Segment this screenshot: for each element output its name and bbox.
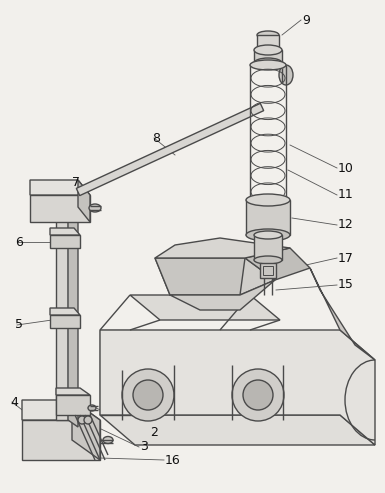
Ellipse shape: [254, 231, 282, 239]
Polygon shape: [155, 238, 290, 258]
Ellipse shape: [254, 45, 282, 55]
Polygon shape: [50, 235, 80, 248]
Ellipse shape: [122, 369, 174, 421]
Text: 7: 7: [72, 176, 80, 188]
Polygon shape: [254, 50, 282, 63]
Polygon shape: [170, 280, 275, 310]
Text: 9: 9: [302, 13, 310, 27]
Polygon shape: [257, 35, 279, 50]
Text: 5: 5: [15, 318, 23, 331]
Polygon shape: [50, 315, 80, 328]
Ellipse shape: [246, 229, 290, 241]
Text: 15: 15: [338, 279, 354, 291]
Polygon shape: [130, 295, 280, 320]
Polygon shape: [245, 248, 310, 280]
Text: 10: 10: [338, 162, 354, 175]
Polygon shape: [254, 235, 282, 260]
Ellipse shape: [254, 58, 282, 68]
Ellipse shape: [78, 416, 86, 424]
Ellipse shape: [84, 416, 92, 424]
Ellipse shape: [243, 380, 273, 410]
Polygon shape: [68, 195, 78, 427]
Text: 6: 6: [15, 236, 23, 248]
Polygon shape: [72, 400, 100, 460]
Text: 4: 4: [10, 395, 18, 409]
Polygon shape: [22, 400, 100, 420]
Ellipse shape: [133, 380, 163, 410]
Ellipse shape: [103, 436, 113, 444]
Ellipse shape: [250, 60, 286, 70]
Polygon shape: [22, 420, 100, 460]
Ellipse shape: [246, 194, 290, 206]
Text: 8: 8: [152, 132, 160, 144]
Polygon shape: [100, 415, 375, 445]
Polygon shape: [260, 263, 276, 278]
Text: 3: 3: [140, 441, 148, 454]
Polygon shape: [56, 195, 68, 420]
Polygon shape: [310, 268, 375, 360]
Ellipse shape: [89, 204, 101, 212]
Ellipse shape: [254, 256, 282, 264]
Text: 11: 11: [338, 188, 354, 202]
Text: 16: 16: [165, 454, 181, 466]
Polygon shape: [246, 200, 290, 235]
Polygon shape: [100, 330, 140, 415]
Text: 17: 17: [338, 251, 354, 265]
Text: 12: 12: [338, 218, 354, 232]
Ellipse shape: [257, 31, 279, 39]
Polygon shape: [56, 388, 90, 395]
Ellipse shape: [279, 65, 293, 85]
Text: 2: 2: [150, 425, 158, 438]
Polygon shape: [76, 104, 264, 196]
Ellipse shape: [88, 405, 96, 411]
Polygon shape: [56, 395, 90, 415]
Polygon shape: [50, 308, 80, 315]
Ellipse shape: [232, 369, 284, 421]
Polygon shape: [155, 258, 245, 295]
Polygon shape: [30, 180, 90, 195]
Polygon shape: [155, 258, 275, 295]
Polygon shape: [50, 228, 80, 235]
Polygon shape: [100, 330, 375, 445]
Polygon shape: [56, 195, 78, 202]
Polygon shape: [78, 180, 90, 222]
Ellipse shape: [257, 46, 279, 54]
Polygon shape: [30, 195, 90, 222]
